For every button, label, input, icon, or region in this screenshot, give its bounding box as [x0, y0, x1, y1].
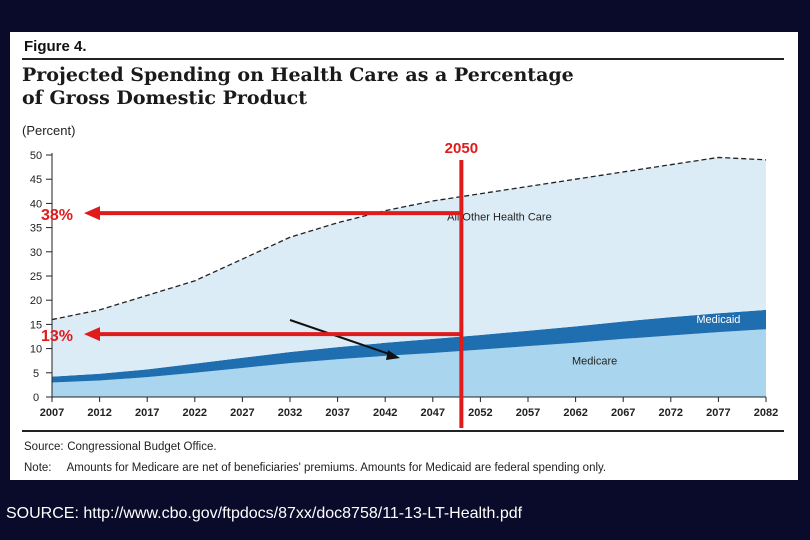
y-tick-label: 20 — [30, 295, 42, 307]
y-tick-label: 25 — [30, 271, 42, 283]
level-marker-arrowhead — [84, 327, 100, 342]
bottom-rule — [22, 430, 784, 432]
x-tick-label: 2032 — [278, 407, 302, 419]
x-tick-label: 2037 — [325, 407, 349, 419]
x-tick-label: 2072 — [659, 407, 683, 419]
x-tick-label: 2042 — [373, 407, 397, 419]
y-tick-label: 30 — [30, 247, 42, 259]
series-label-medicaid: Medicaid — [696, 314, 740, 326]
note-label: Note: — [24, 462, 52, 474]
x-tick-label: 2027 — [230, 407, 254, 419]
y-axis-unit-label: (Percent) — [22, 123, 76, 138]
x-tick-label: 2047 — [421, 407, 445, 419]
x-tick-label: 2067 — [611, 407, 635, 419]
x-tick-label: 2082 — [754, 407, 778, 419]
source-label: Source: — [24, 441, 64, 453]
medicaid-area — [52, 309, 766, 383]
y-tick-label: 0 — [33, 392, 39, 404]
x-tick-label: 2022 — [183, 407, 207, 419]
level-marker-label: 38% — [41, 207, 73, 224]
level-marker-label: 13% — [41, 328, 73, 345]
y-tick-label: 10 — [30, 344, 42, 356]
x-tick-label: 2077 — [706, 407, 730, 419]
x-tick-label: 2012 — [87, 407, 111, 419]
level-marker-arrowhead — [84, 206, 100, 221]
x-tick-label: 2052 — [468, 407, 492, 419]
pointer-arrow-line — [289, 319, 393, 356]
y-tick-label: 35 — [30, 223, 42, 235]
x-tick-label: 2017 — [135, 407, 159, 419]
y-tick-label: 15 — [30, 319, 42, 331]
source-text: Congressional Budget Office. — [67, 441, 217, 453]
note-line: Note: Amounts for Medicare are net of be… — [24, 462, 606, 474]
series-label-medicare: Medicare — [572, 356, 617, 368]
year-marker-label: 2050 — [445, 140, 478, 157]
series-label-all-other: All Other Health Care — [447, 211, 552, 223]
top-rule — [22, 58, 784, 60]
y-tick-label: 45 — [30, 174, 42, 186]
figure-label: Figure 4. — [24, 38, 87, 55]
footer-source-url: SOURCE: http://www.cbo.gov/ftpdocs/87xx/… — [6, 505, 523, 522]
y-tick-label: 40 — [30, 198, 42, 210]
medicare-area — [52, 329, 766, 397]
chart-title: Projected Spending on Health Care as a P… — [22, 64, 574, 109]
x-tick-label: 2007 — [40, 407, 64, 419]
x-tick-label: 2062 — [563, 407, 587, 419]
pointer-arrow-head — [386, 350, 400, 360]
x-tick-label: 2057 — [516, 407, 540, 419]
y-tick-label: 5 — [33, 368, 39, 380]
y-tick-label: 50 — [30, 150, 42, 162]
all-other-area — [52, 157, 766, 377]
note-text: Amounts for Medicare are net of benefici… — [66, 462, 607, 474]
source-line: Source: Congressional Budget Office. — [24, 441, 217, 453]
total-dashed-line — [51, 156, 767, 321]
